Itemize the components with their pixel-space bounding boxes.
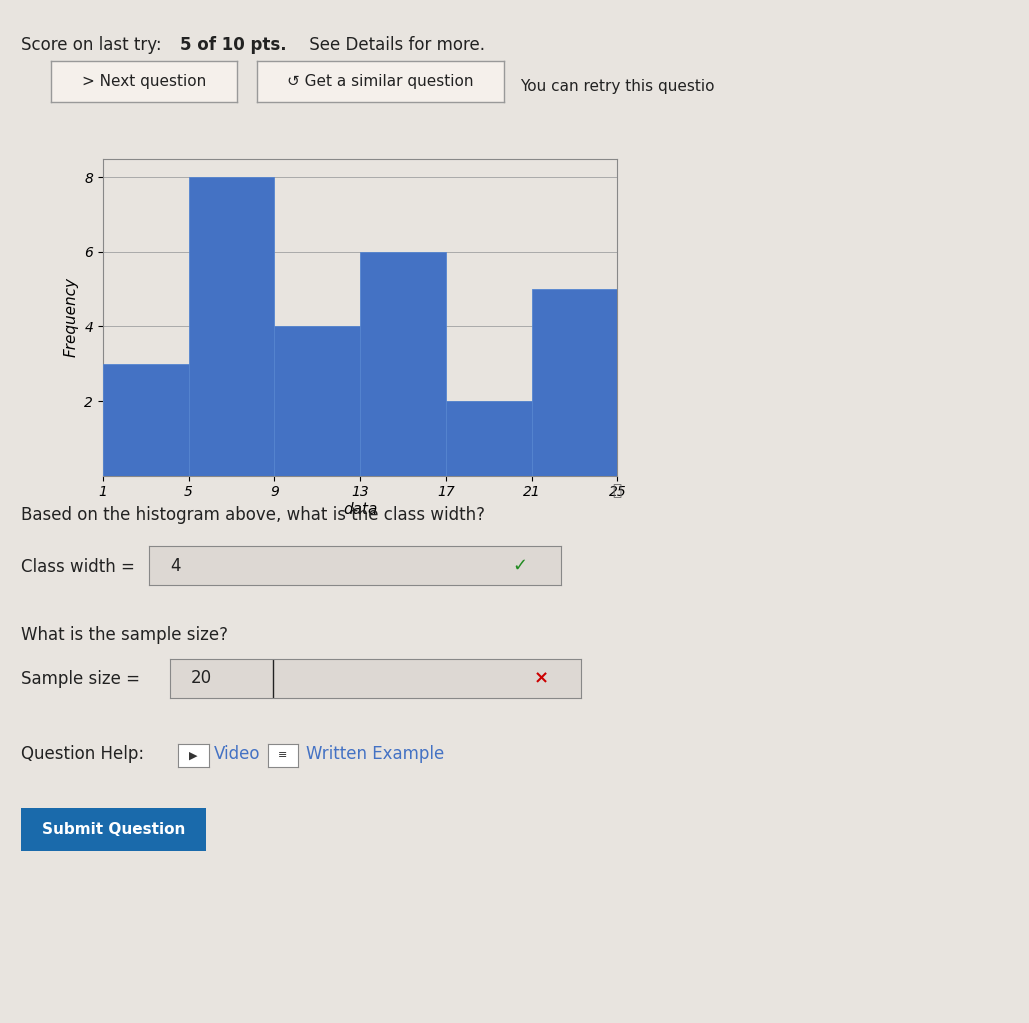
Bar <box>360 252 446 476</box>
Text: 4: 4 <box>170 557 180 575</box>
Bar <box>188 177 275 476</box>
Text: You can retry this questio: You can retry this questio <box>520 80 714 94</box>
Text: Class width =: Class width = <box>21 558 140 576</box>
Text: Submit Question: Submit Question <box>41 822 185 837</box>
Text: 🔍: 🔍 <box>612 483 622 498</box>
X-axis label: data: data <box>343 502 378 518</box>
Bar <box>275 326 360 476</box>
Text: ↺ Get a similar question: ↺ Get a similar question <box>287 75 474 89</box>
Text: 5 of 10 pts.: 5 of 10 pts. <box>180 36 287 54</box>
Text: ▶: ▶ <box>189 751 198 760</box>
Text: ×: × <box>533 669 548 687</box>
Text: 20: 20 <box>190 669 212 687</box>
Text: See Details for more.: See Details for more. <box>304 36 485 54</box>
Text: Based on the histogram above, what is the class width?: Based on the histogram above, what is th… <box>21 506 485 525</box>
Y-axis label: Frequency: Frequency <box>64 277 79 357</box>
Text: ✓: ✓ <box>512 557 528 575</box>
Text: Score on last try:: Score on last try: <box>21 36 167 54</box>
Text: What is the sample size?: What is the sample size? <box>21 626 227 644</box>
Text: Sample size =: Sample size = <box>21 670 145 688</box>
Bar <box>532 290 617 476</box>
Text: ≡: ≡ <box>278 751 288 760</box>
Bar <box>103 364 188 476</box>
Text: > Next question: > Next question <box>82 75 206 89</box>
Text: Written Example: Written Example <box>306 745 443 763</box>
Bar <box>446 401 532 476</box>
Text: Question Help:: Question Help: <box>21 745 144 763</box>
Text: Video: Video <box>214 745 260 763</box>
